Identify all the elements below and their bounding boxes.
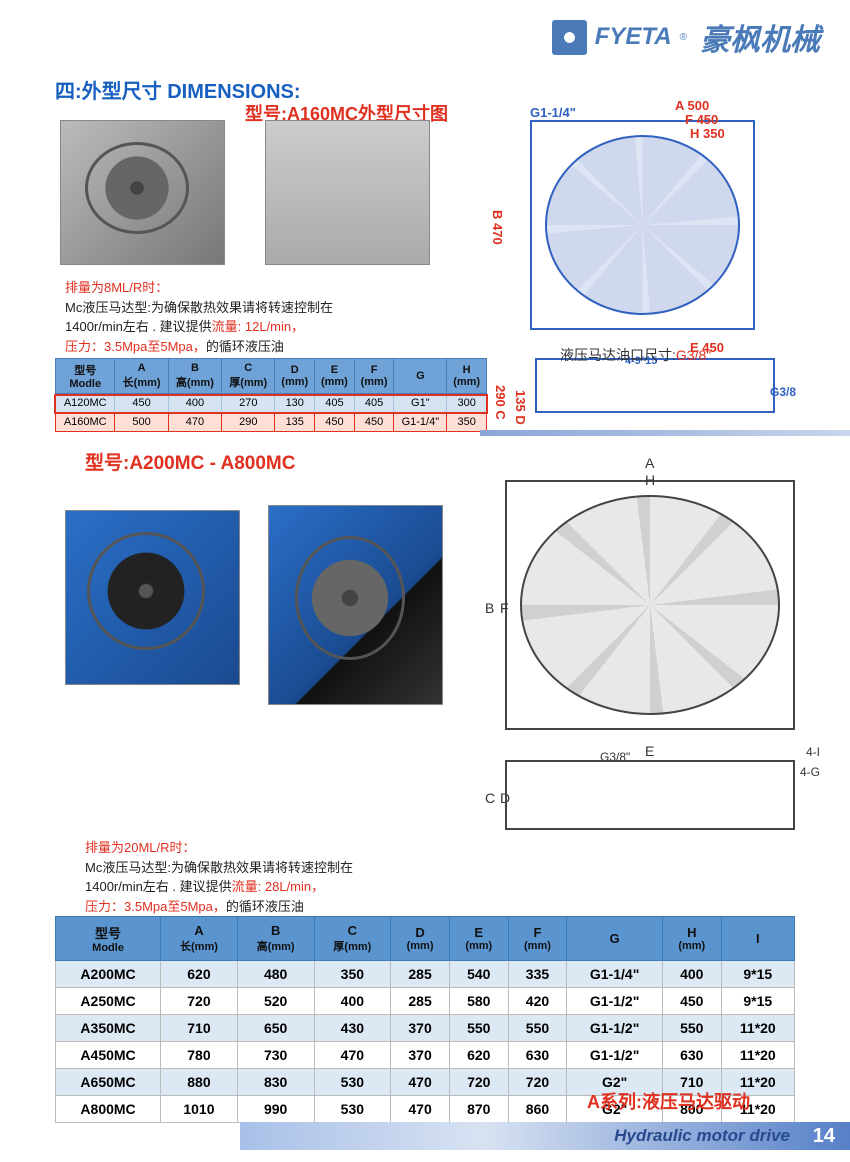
page-number: 14 (813, 1125, 835, 1148)
diagram-fan-icon (545, 135, 740, 315)
brand-text-1: FYETA (595, 23, 672, 51)
table2-header: F(mm) (508, 917, 567, 961)
dim-d-label: 135 D (513, 390, 528, 425)
table1-header: A长(mm) (115, 359, 168, 394)
logo-icon (552, 20, 587, 55)
table-row: A450MC780730470370620630G1-1/2"63011*20 (56, 1042, 795, 1069)
dim2-e: E (645, 743, 654, 759)
dim-a-label: A 500 (675, 98, 709, 113)
table-a120-a160: 型号ModleA长(mm)B高(mm)C厚(mm)D(mm)E(mm)F(mm)… (55, 358, 487, 432)
table1-header: D(mm) (275, 359, 315, 394)
footer-series-label: A系列:液压马达驱动 (587, 1088, 750, 1114)
dim2-4i: 4-I (806, 745, 820, 759)
dim2-h: H (645, 472, 655, 488)
table2-header: 型号Modle (56, 917, 161, 961)
dim2-b: B (485, 600, 494, 616)
table1-header: B高(mm) (168, 359, 221, 394)
dim-h-label: H 350 (690, 126, 725, 141)
table-row: A350MC710650430370550550G1-1/2"55011*20 (56, 1015, 795, 1042)
subtitle-a200-a800: 型号:A200MC - A800MC (85, 448, 295, 475)
table2-header: E(mm) (449, 917, 508, 961)
table2-header: A长(mm) (161, 917, 238, 961)
table1-header: E(mm) (315, 359, 355, 394)
product-photo-a200-front (65, 510, 240, 685)
motor-port-label: 液压马达油口尺寸:G3/8" (560, 345, 711, 365)
product-photo-a200-rear (268, 505, 443, 705)
header: FYETA ® 豪枫机械 (552, 15, 820, 59)
dim2-c: C (485, 790, 495, 806)
table2-header: D(mm) (391, 917, 450, 961)
product-photo-a160-front (60, 120, 225, 265)
table1-header: F(mm) (354, 359, 394, 394)
brand-text-2: 豪枫机械 (700, 15, 820, 59)
registered-icon: ® (680, 32, 687, 43)
diagram2-side-view (505, 760, 795, 830)
table1-header: 型号Modle (56, 359, 115, 394)
table2-header: G (567, 917, 663, 961)
diagram-side-view (535, 358, 775, 413)
table2-header: C厚(mm) (314, 917, 391, 961)
diagram-a160mc: A 500 F 450 H 350 B 470 G1-1/4" E 450 4-… (485, 90, 815, 440)
footer-bar: Hydraulic motor drive (240, 1122, 850, 1150)
table1-header: C厚(mm) (222, 359, 275, 394)
footer-text: Hydraulic motor drive (614, 1126, 790, 1146)
divider (480, 430, 850, 436)
table2-header: I (721, 917, 794, 961)
note-a160: 排量为8ML/R时： Mc液压马达型:为确保散热效果请将转速控制在 1400r/… (65, 278, 445, 356)
dim-g1-label: G1-1/4" (530, 105, 576, 120)
diagram-a200-a800: A H B F E G3/8" 4-I 4-G C D (480, 450, 830, 850)
note-a200: 排量为20ML/R时： Mc液压马达型:为确保散热效果请将转速控制在 1400r… (85, 838, 485, 916)
dim2-a: A (645, 455, 654, 471)
product-photo-a160-rear (265, 120, 430, 265)
table-row: A120MC450400270130405405G1"300 (56, 394, 487, 413)
dim2-f: F (500, 600, 509, 616)
table2-header: B高(mm) (237, 917, 314, 961)
dim-f-label: F 450 (685, 112, 718, 127)
table2-header: H(mm) (662, 917, 721, 961)
table-row: A200MC620480350285540335G1-1/4"4009*15 (56, 961, 795, 988)
table1-header: H(mm) (447, 359, 487, 394)
diagram2-fan-icon (520, 495, 780, 715)
dim-c-label: 290 C (493, 385, 508, 420)
table1-header: G (394, 359, 447, 394)
table-row: A160MC500470290135450450G1-1/4"350 (56, 413, 487, 432)
table-row: A250MC720520400285580420G1-1/2"4509*15 (56, 988, 795, 1015)
dim2-4g: 4-G (800, 765, 820, 779)
dim-b-label: B 470 (490, 210, 505, 245)
